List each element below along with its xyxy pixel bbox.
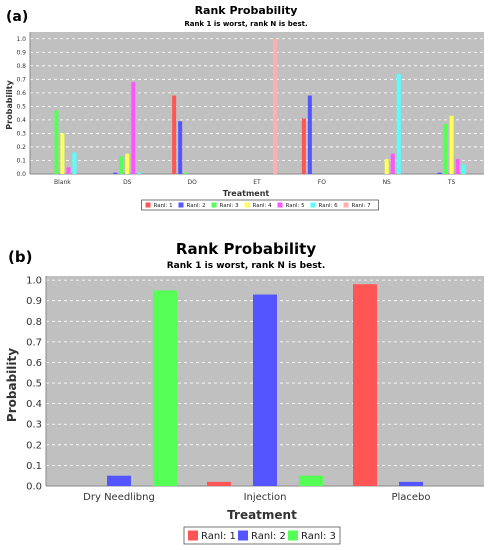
chart-a-bar xyxy=(125,153,130,174)
chart-a-bar xyxy=(172,95,177,174)
chart-a-bar xyxy=(54,110,59,174)
chart-a-x-tick-label: TS xyxy=(447,179,456,186)
chart-b-legend-label: Ranl: 3 xyxy=(301,531,336,542)
chart-a-plot-area xyxy=(30,32,484,174)
chart-a-y-tick-label: 0.3 xyxy=(16,131,26,138)
chart-a-x-tick-label: DS xyxy=(123,179,132,186)
chart-a-bar xyxy=(301,118,306,174)
chart-a-legend-swatch xyxy=(277,202,283,208)
chart-a-legend-swatch xyxy=(343,202,349,208)
chart-a-legend-swatch xyxy=(310,202,316,208)
chart-a-x-tick-label: DO xyxy=(187,179,197,186)
chart-b-y-tick-label: 0.7 xyxy=(26,337,42,348)
chart-b-y-tick-label: 0.9 xyxy=(26,296,42,307)
chart-a-bar xyxy=(461,164,466,174)
chart-b-bar xyxy=(207,481,231,486)
chart-b-bar xyxy=(253,294,277,486)
chart-a-x-tick-label: ET xyxy=(253,179,261,186)
panel-a-tag: (a) xyxy=(6,9,28,25)
chart-a-y-tick-label: 0.9 xyxy=(16,49,26,56)
chart-a-legend-swatch xyxy=(244,202,250,208)
chart-a-legend-label: Ranl: 5 xyxy=(286,203,306,209)
chart-a: 0.0 0.1 0.2 0.3 0.4 0.5 0.6 0.7 0.8 0.9 1.0 Blank DS… xyxy=(16,32,484,211)
chart-a-bar xyxy=(137,172,142,174)
chart-b-bar xyxy=(299,475,323,486)
chart-a-legend-swatch xyxy=(145,202,151,208)
chart-b-y-tick-label: 0.1 xyxy=(26,461,42,472)
chart-a-legend-label: Ranl: 6 xyxy=(319,203,339,209)
chart-a-bar xyxy=(449,115,454,174)
chart-a-legend-label: Ranl: 4 xyxy=(253,203,273,209)
chart-a-bar xyxy=(178,121,183,174)
chart-a-legend-label: Ranl: 7 xyxy=(352,203,372,209)
chart-b-y-tick-label: 0.2 xyxy=(26,440,42,451)
chart-a-y-tick-label: 1.0 xyxy=(16,36,26,43)
chart-a-legend-label: Ranl: 2 xyxy=(187,203,206,209)
chart-a-legend-swatch xyxy=(178,202,184,208)
chart-a-y-tick-label: 0.0 xyxy=(16,171,26,178)
chart-a-bar xyxy=(443,123,448,174)
chart-a-y-tick-label: 0.8 xyxy=(16,63,26,70)
panel-b-tag: (b) xyxy=(8,248,32,266)
chart-b-x-tick-label: Injection xyxy=(244,492,287,503)
chart-b-legend-swatch xyxy=(188,530,198,541)
chart-b-title: Rank Probability xyxy=(176,240,316,258)
chart-a-bar xyxy=(455,159,460,174)
chart-b: 0.0 0.1 0.2 0.3 0.4 0.5 0.6 0.7 0.8 0.9 1.0 Dry Nee… xyxy=(26,276,484,545)
chart-b-x-tick-label: Dry Needlibng xyxy=(83,492,155,503)
chart-a-bar xyxy=(131,82,136,174)
chart-b-xlabel: Treatment xyxy=(227,508,297,522)
chart-a-bar xyxy=(384,159,389,174)
chart-b-bar xyxy=(153,290,177,486)
chart-a-legend-label: Ranl: 3 xyxy=(220,203,240,209)
chart-a-y-tick-label: 0.2 xyxy=(16,144,26,151)
chart-b-bar xyxy=(399,481,423,486)
chart-a-bar xyxy=(273,38,277,175)
chart-a-bar xyxy=(184,172,189,174)
chart-b-y-tick-label: 0.4 xyxy=(26,399,42,410)
chart-a-bar xyxy=(396,73,401,174)
chart-a-y-tick-label: 0.7 xyxy=(16,76,26,83)
chart-b-legend xyxy=(183,526,341,545)
chart-b-bar xyxy=(353,284,377,486)
chart-a-bar xyxy=(72,152,77,174)
chart-a-bar xyxy=(66,167,71,174)
chart-a-bar xyxy=(307,95,312,174)
chart-b-x-tick-label: Placebo xyxy=(391,492,430,503)
chart-a-subtitle: Rank 1 is worst, rank N is best. xyxy=(184,20,307,28)
chart-a-x-tick-label: Blank xyxy=(54,179,71,186)
chart-b-legend-swatch xyxy=(238,530,248,541)
chart-a-x-tick-label: NS xyxy=(383,179,391,186)
chart-a-legend xyxy=(141,199,379,211)
chart-b-bar xyxy=(107,475,131,486)
chart-b-ylabel: Probability xyxy=(5,348,19,422)
chart-a-y-tick-label: 0.1 xyxy=(16,158,26,165)
chart-a-title: Rank Probability xyxy=(195,4,298,17)
chart-a-ylabel: Probability xyxy=(5,80,14,130)
chart-b-y-tick-label: 0.0 xyxy=(26,482,42,493)
chart-a-bar xyxy=(437,172,442,174)
chart-a-y-tick-label: 0.6 xyxy=(16,90,26,97)
chart-a-y-tick-label: 0.5 xyxy=(16,103,26,110)
chart-a-legend-label: Ranl: 1 xyxy=(154,203,173,209)
chart-a-bar xyxy=(119,156,124,174)
chart-b-legend-label: Ranl: 1 xyxy=(201,531,236,542)
chart-a-bar xyxy=(113,172,118,174)
chart-b-y-tick-label: 0.8 xyxy=(26,317,42,328)
chart-a-legend-swatch xyxy=(211,202,217,208)
chart-a-y-tick-label: 0.4 xyxy=(16,117,26,124)
chart-b-y-tick-label: 0.6 xyxy=(26,358,42,369)
chart-b-y-tick-label: 1.0 xyxy=(26,276,42,287)
chart-b-legend-swatch xyxy=(288,530,298,541)
chart-a-xlabel: Treatment xyxy=(223,189,270,198)
chart-a-x-tick-label: FO xyxy=(318,179,326,186)
chart-b-legend-label: Ranl: 2 xyxy=(251,531,286,542)
chart-b-y-tick-label: 0.3 xyxy=(26,420,42,431)
chart-a-bar xyxy=(390,153,395,174)
chart-b-y-tick-label: 0.5 xyxy=(26,379,42,390)
chart-a-bar xyxy=(60,133,65,174)
chart-b-subtitle: Rank 1 is worst, rank N is best. xyxy=(167,261,326,271)
